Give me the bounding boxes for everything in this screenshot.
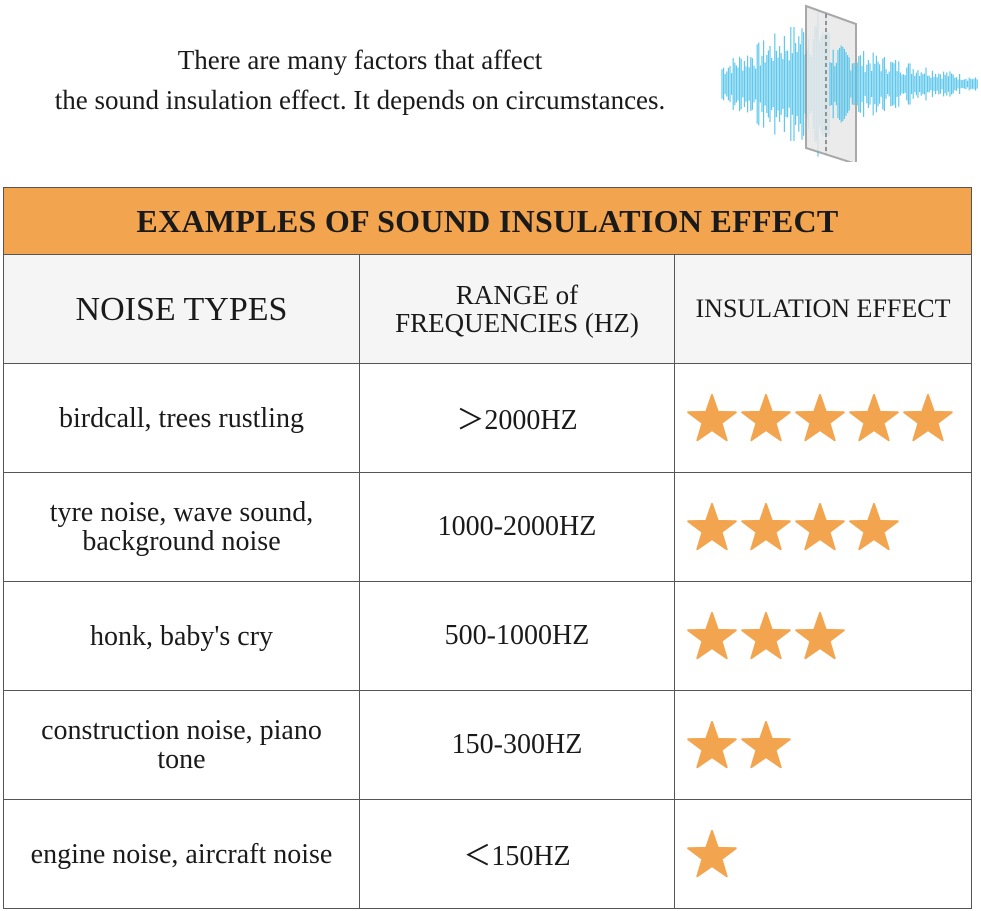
noise-type-cell: tyre noise, wave sound, background noise bbox=[4, 473, 360, 581]
rating-cell bbox=[675, 582, 971, 690]
star-icon bbox=[849, 503, 899, 551]
star-icon bbox=[741, 394, 791, 442]
table-header-row: NOISE TYPES RANGE of FREQUENCIES (HZ) IN… bbox=[4, 255, 971, 364]
noise-type-cell: engine noise, aircraft noise bbox=[4, 800, 360, 908]
intro-line-2: the sound insulation effect. It depends … bbox=[54, 85, 666, 115]
star-rating bbox=[687, 721, 791, 769]
rating-cell bbox=[675, 473, 971, 581]
star-icon bbox=[741, 612, 791, 660]
table-row: construction noise, piano tone 150-300HZ bbox=[4, 691, 971, 800]
table-row: birdcall, trees rustling ＞2000HZ bbox=[4, 364, 971, 473]
intro-line-1: There are many factors that affect bbox=[177, 45, 543, 75]
sound-wave-through-glass-icon bbox=[721, 4, 978, 162]
table-row: engine noise, aircraft noise ＜150HZ bbox=[4, 800, 971, 908]
range-cell: 1000-2000HZ bbox=[360, 473, 675, 581]
range-cell: ＜150HZ bbox=[360, 800, 675, 908]
table-row: honk, baby's cry 500-1000HZ bbox=[4, 582, 971, 691]
star-icon bbox=[687, 612, 737, 660]
range-cell: 500-1000HZ bbox=[360, 582, 675, 690]
wave-right bbox=[829, 45, 978, 123]
star-icon bbox=[687, 721, 737, 769]
table-row: tyre noise, wave sound, background noise… bbox=[4, 473, 971, 582]
table-title: EXAMPLES OF SOUND INSULATION EFFECT bbox=[4, 188, 971, 255]
rating-cell bbox=[675, 364, 971, 472]
star-icon bbox=[795, 503, 845, 551]
star-icon bbox=[687, 394, 737, 442]
star-rating bbox=[687, 394, 953, 442]
star-icon bbox=[687, 830, 737, 878]
star-icon bbox=[741, 503, 791, 551]
star-icon bbox=[741, 721, 791, 769]
noise-type-cell: honk, baby's cry bbox=[4, 582, 360, 690]
star-rating bbox=[687, 830, 737, 878]
range-cell: 150-300HZ bbox=[360, 691, 675, 799]
rating-cell bbox=[675, 800, 971, 908]
noise-type-cell: birdcall, trees rustling bbox=[4, 364, 360, 472]
star-icon bbox=[687, 503, 737, 551]
header-range: RANGE of FREQUENCIES (HZ) bbox=[360, 255, 675, 363]
star-rating bbox=[687, 503, 899, 551]
insulation-table: EXAMPLES OF SOUND INSULATION EFFECT NOIS… bbox=[3, 187, 972, 909]
noise-type-cell: construction noise, piano tone bbox=[4, 691, 360, 799]
header-insulation-effect: INSULATION EFFECT bbox=[675, 255, 971, 363]
rating-cell bbox=[675, 691, 971, 799]
star-icon bbox=[849, 394, 899, 442]
range-cell: ＞2000HZ bbox=[360, 364, 675, 472]
intro-text: There are many factors that affect the s… bbox=[0, 40, 720, 120]
header-noise-types: NOISE TYPES bbox=[4, 255, 360, 363]
star-icon bbox=[795, 612, 845, 660]
star-rating bbox=[687, 612, 845, 660]
star-icon bbox=[795, 394, 845, 442]
star-icon bbox=[903, 394, 953, 442]
